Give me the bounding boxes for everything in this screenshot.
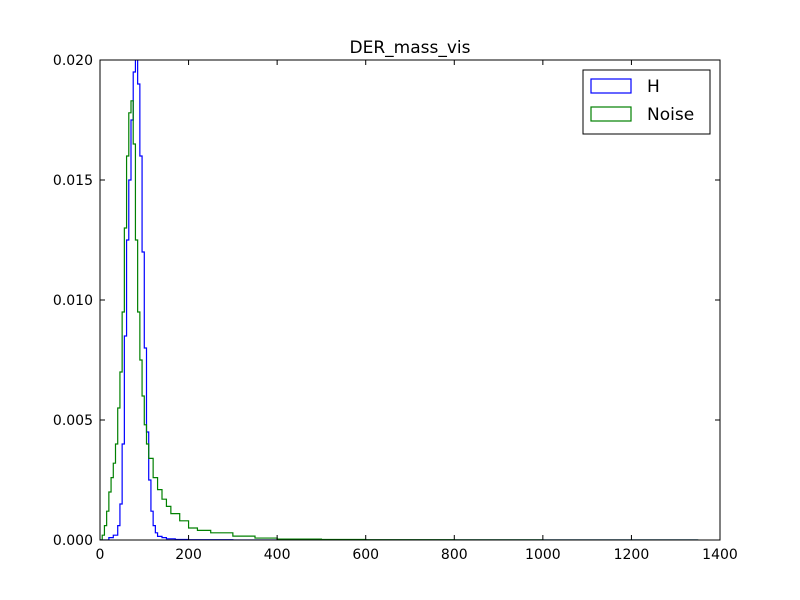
y-tick-label: 0.005 xyxy=(53,413,93,429)
x-tick-label: 1400 xyxy=(702,547,738,563)
legend-swatch xyxy=(590,106,632,122)
legend-label: H xyxy=(647,77,660,97)
axis-ticks: 0 200 400 600 800 1000 1200 1400 0.000 0.005 0.010… xyxy=(53,53,738,563)
y-tick-label: 0.010 xyxy=(53,293,93,309)
legend-box xyxy=(582,69,711,135)
legend-label: Noise xyxy=(647,105,694,125)
y-tick-label: 0.015 xyxy=(53,173,93,189)
series-h-histogram xyxy=(100,60,698,540)
x-tick-label: 1200 xyxy=(614,547,650,563)
series-noise-histogram xyxy=(100,100,699,540)
y-tick-label: 0.000 xyxy=(53,533,93,549)
x-tick-label: 200 xyxy=(175,547,202,563)
x-tick-label: 0 xyxy=(96,547,105,563)
legend: H Noise xyxy=(582,69,711,135)
x-tick-label: 600 xyxy=(352,547,379,563)
x-tick-label: 1000 xyxy=(525,547,561,563)
y-tick-label: 0.020 xyxy=(53,53,93,69)
x-tick-label: 800 xyxy=(441,547,468,563)
x-tick-label: 400 xyxy=(264,547,291,563)
chart-title: DER_mass_vis xyxy=(350,38,471,58)
series-layer xyxy=(100,60,699,540)
legend-swatch xyxy=(590,78,632,94)
